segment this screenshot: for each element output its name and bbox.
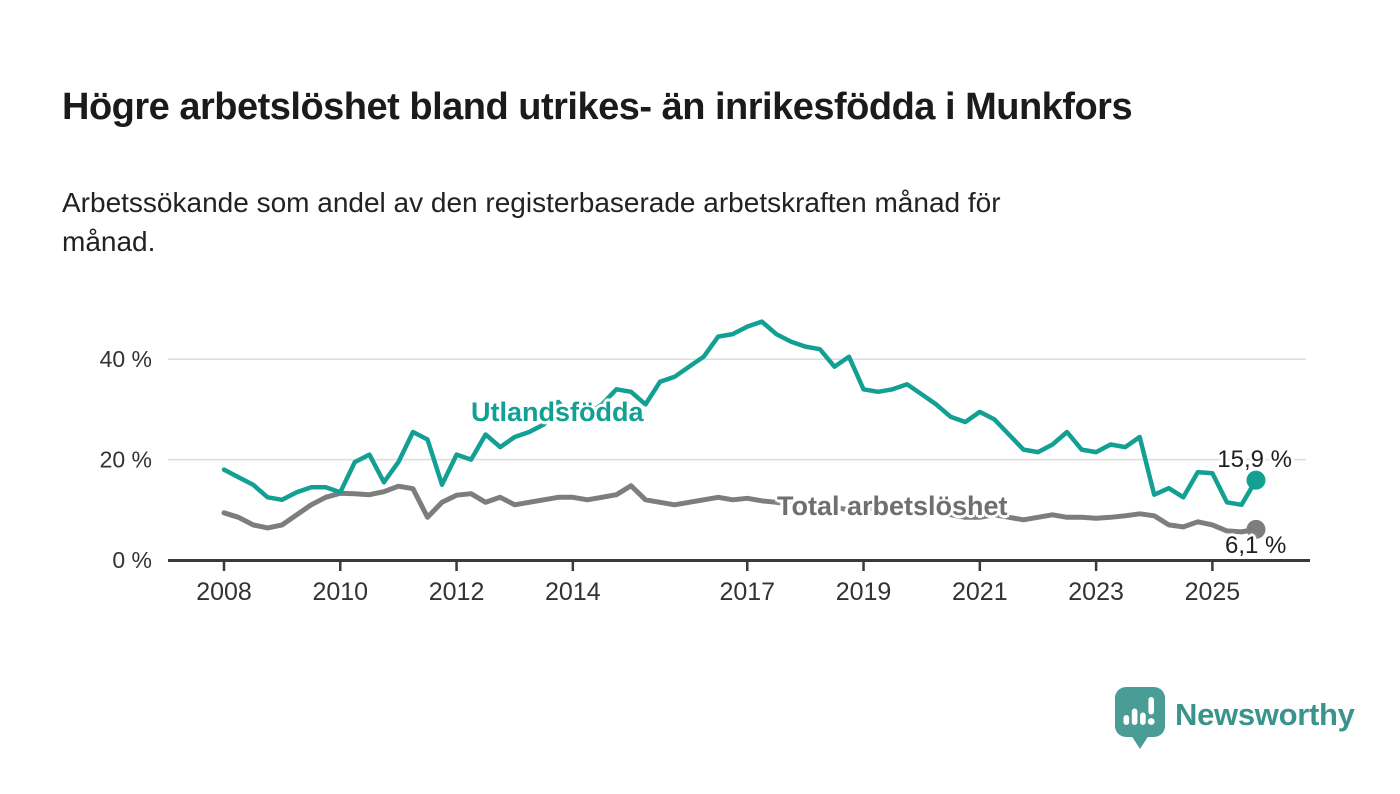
chart-subtitle: Arbetssökande som andel av den registerb… [62,184,1262,261]
newsworthy-wordmark: Newsworthy [1175,697,1355,732]
chart-title: Högre arbetslöshet bland utrikes- än inr… [62,86,1133,129]
y-axis-tick-label: 0 % [112,547,152,573]
newsworthy-logo: Newsworthy [1113,686,1355,750]
x-axis-tick-label: 2025 [1185,578,1241,606]
x-axis-tick-label: 2008 [196,578,252,606]
x-axis-tick-label: 2023 [1068,578,1124,606]
chart-subtitle-line2: månad. [62,225,156,257]
y-axis-tick-label: 20 % [100,447,152,473]
newsworthy-logo-icon [1115,687,1165,749]
x-axis-tick-label: 2017 [719,578,775,606]
series-line-utlandsfodda [221,319,1259,508]
series-label-total-arbetsloshet: Total arbetslöshet [777,491,1008,521]
series-line-total [221,483,1259,535]
x-axis-tick-label: 2021 [952,578,1008,606]
series-end-dot-utlandsfodda [1246,470,1266,490]
x-axis-tick-label: 2014 [545,578,601,606]
x-axis-tick-label: 2010 [312,578,368,606]
chart-subtitle-line1: Arbetssökande som andel av den registerb… [62,187,1001,218]
x-axis-tick-label: 2019 [836,578,892,606]
y-axis-tick-label: 40 % [100,346,152,372]
end-value-label-total: 6,1 % [1225,532,1287,559]
series-label-utlandsfodda: Utlandsfödda [471,397,644,427]
series-end-dot-total [1246,519,1266,539]
end-value-label-utlandsfodda: 15,9 % [1217,446,1292,473]
x-axis-tick-label: 2012 [429,578,485,606]
